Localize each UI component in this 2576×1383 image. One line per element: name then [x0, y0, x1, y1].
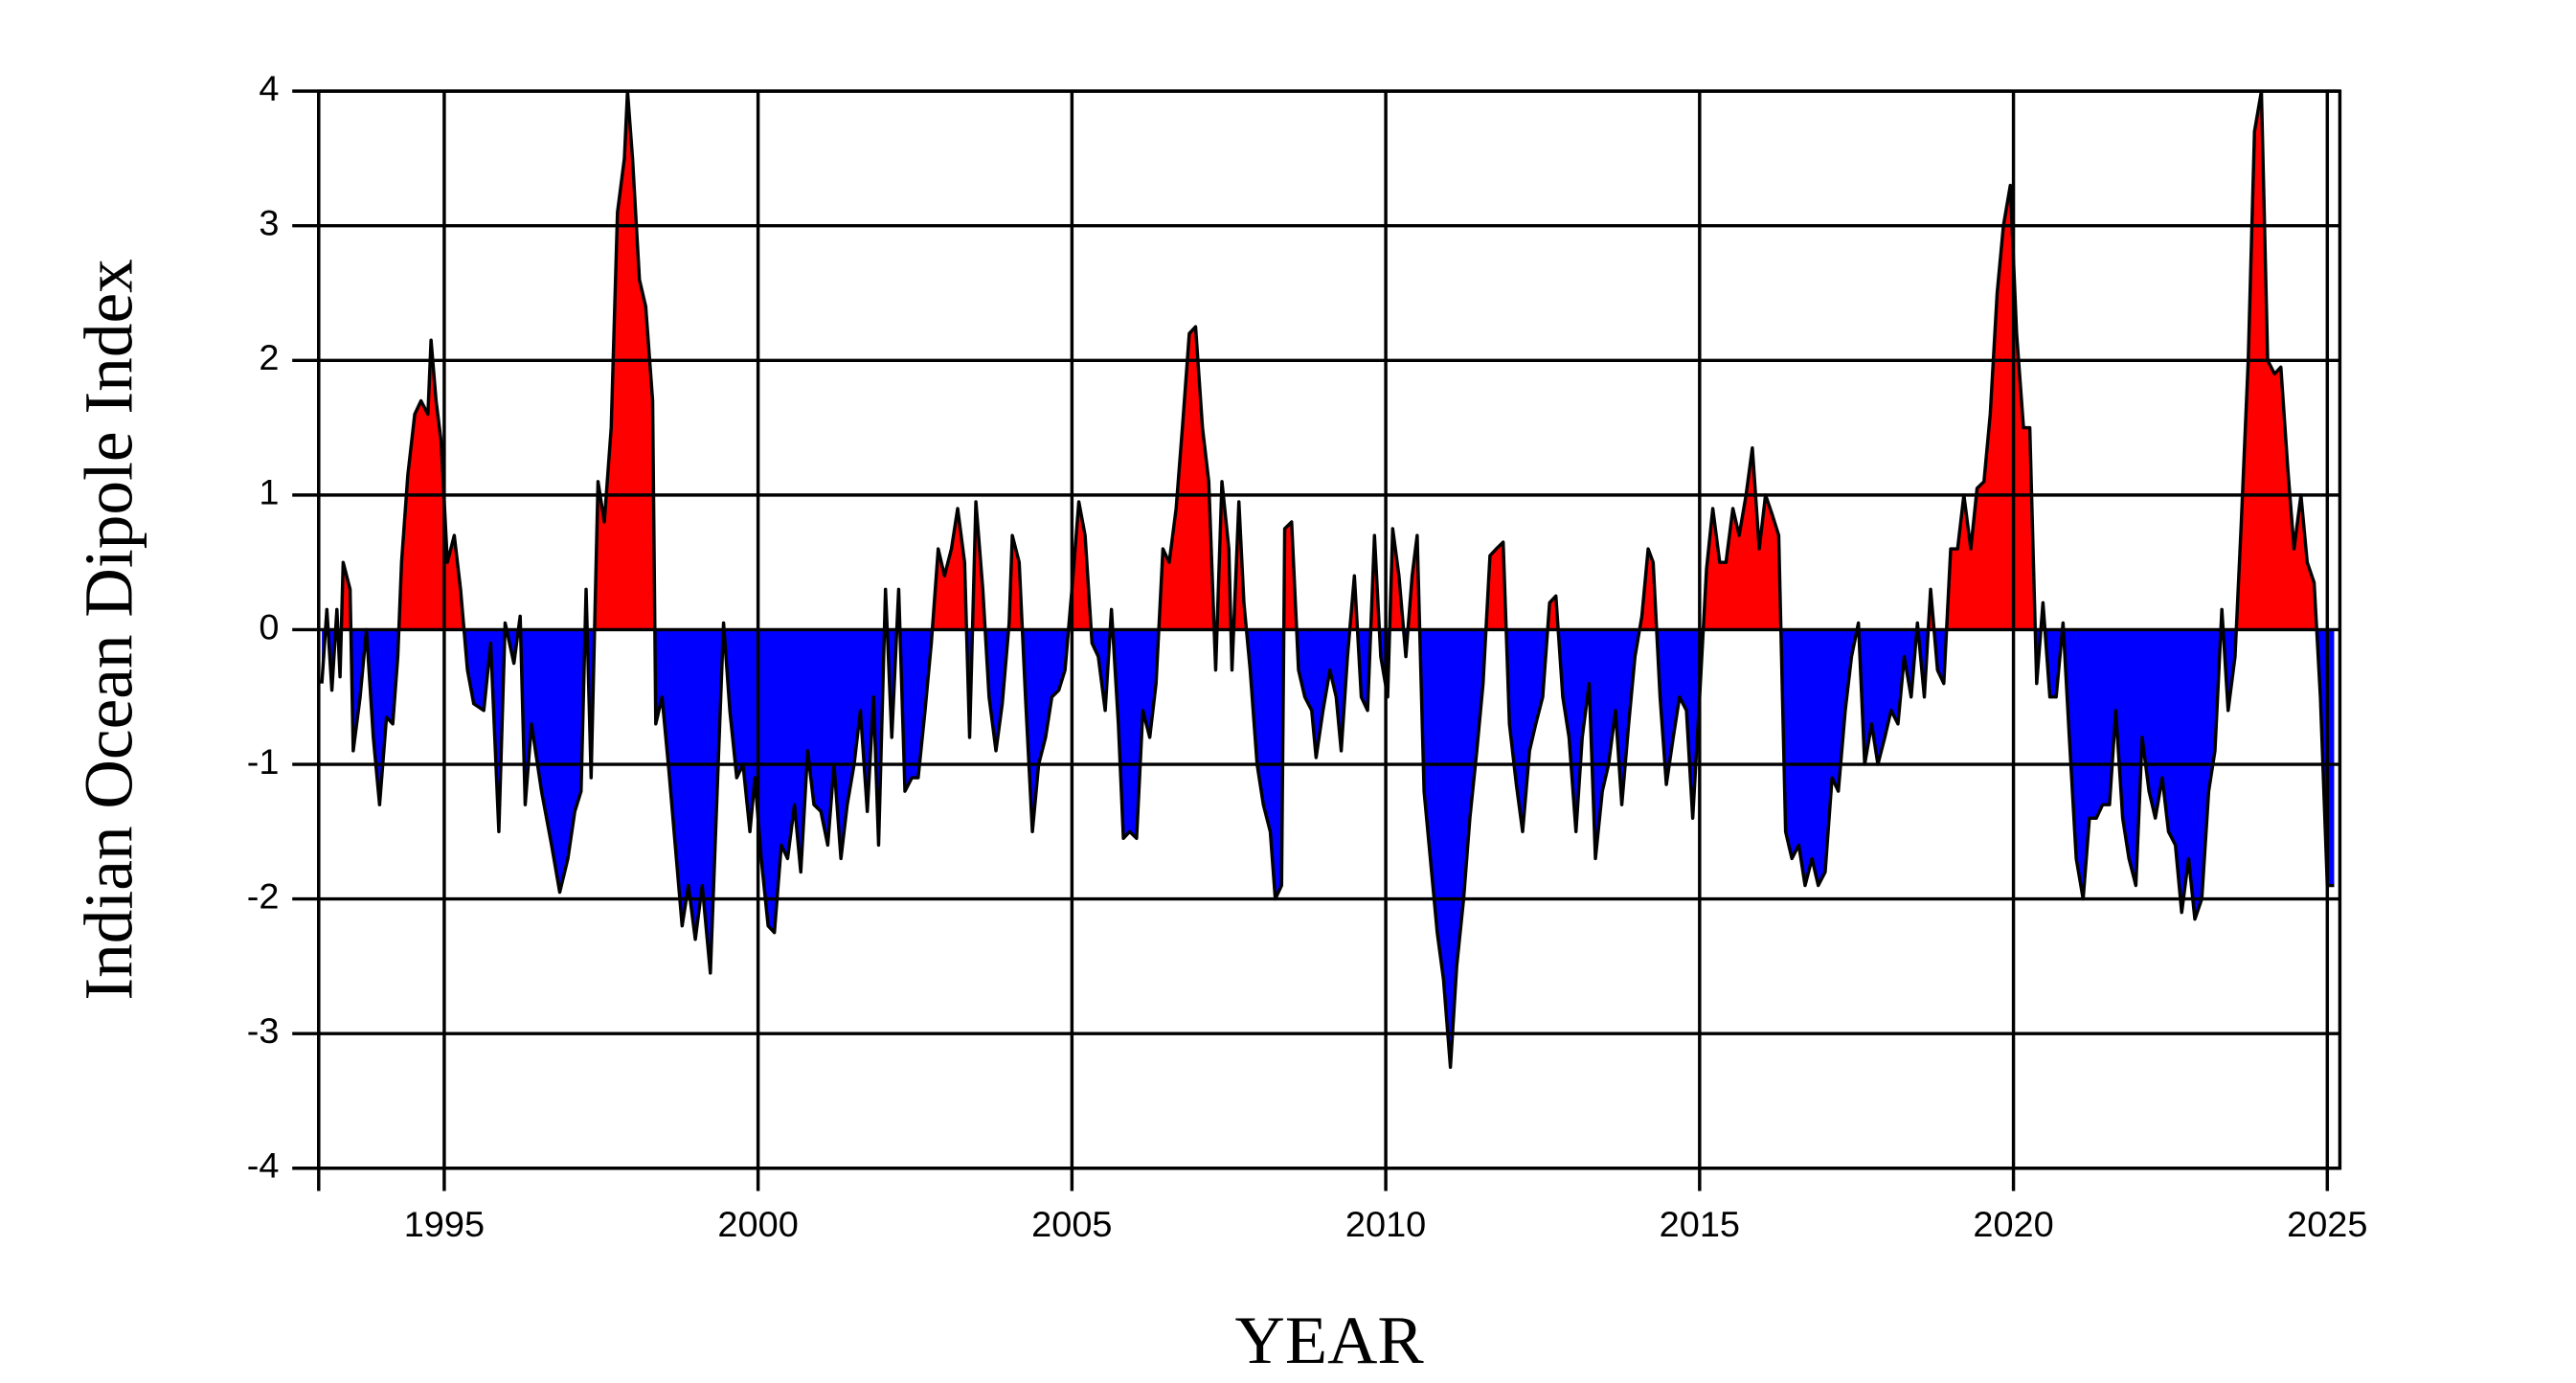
y-tick-label: 3 [259, 203, 279, 243]
x-tick-label: 2010 [1345, 1204, 1426, 1244]
y-tick-label: -2 [247, 876, 280, 917]
y-tick-label: -4 [247, 1145, 280, 1186]
x-tick-label: 2020 [1973, 1204, 2053, 1244]
negative-area [322, 629, 2335, 1068]
x-tick-label: 1995 [404, 1204, 485, 1244]
x-tick-label: 2015 [1660, 1204, 1740, 1244]
index-line [320, 89, 2335, 1070]
x-tick-label: 2000 [717, 1204, 798, 1244]
y-tick-label: 1 [259, 472, 279, 512]
y-axis-label: Indian Ocean Dipole Index [70, 259, 147, 1001]
x-tick-label: 2005 [1031, 1204, 1112, 1244]
y-tick-label: -3 [247, 1010, 280, 1051]
plot-frame [317, 89, 2342, 1170]
y-tick-label: 2 [259, 337, 279, 377]
y-tick-label: -1 [247, 741, 280, 782]
x-axis-label: YEAR [1235, 1302, 1424, 1377]
x-tick-label: 2025 [2287, 1204, 2367, 1244]
y-tick-label: 0 [259, 607, 279, 647]
y-tick-label: 4 [259, 68, 279, 108]
